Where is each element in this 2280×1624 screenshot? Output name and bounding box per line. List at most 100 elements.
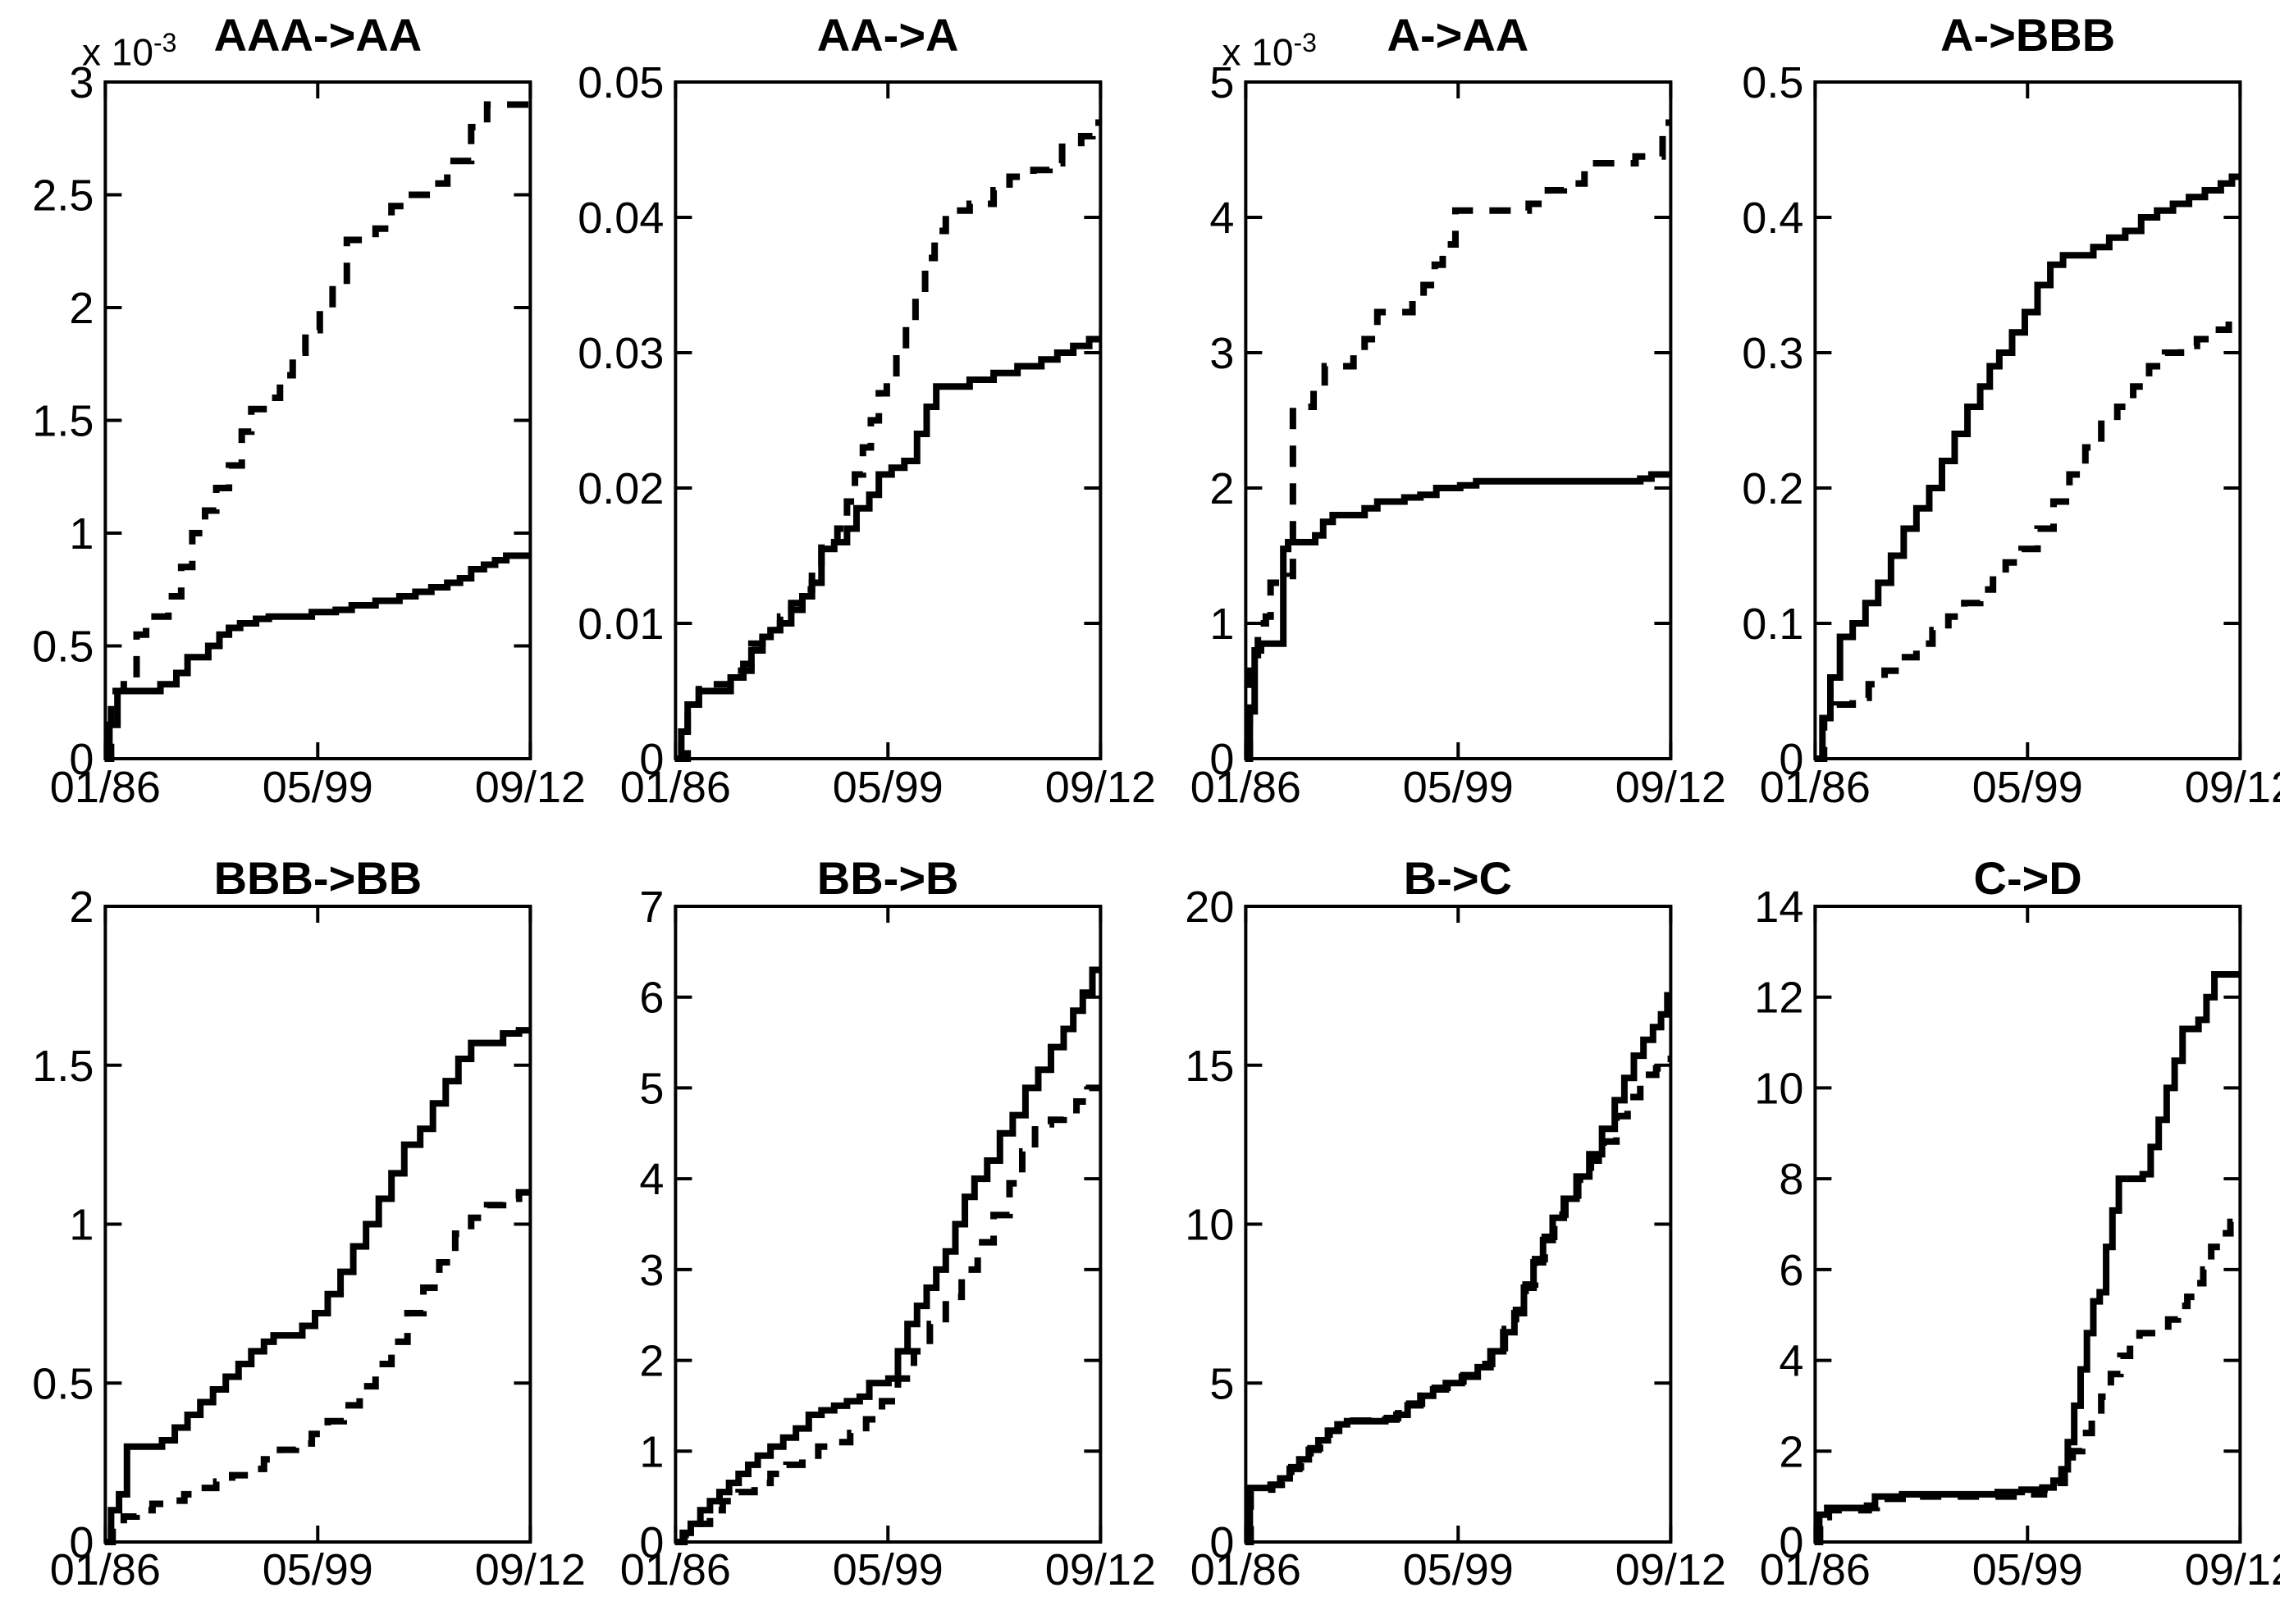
exponent-power: -3	[153, 28, 177, 57]
y-tick-label: 0.4	[1743, 194, 1804, 243]
series-solid-line	[674, 335, 1101, 762]
exponent-power: -3	[1293, 28, 1317, 57]
y-tick-label: 0.1	[1743, 600, 1804, 649]
y-tick-label: 20	[1185, 883, 1234, 932]
series-dashed-line	[104, 1188, 531, 1545]
y-tick-label: 1.5	[32, 1042, 94, 1091]
axes-box	[1813, 905, 2242, 1544]
y-tick-label: 0	[639, 735, 664, 784]
series-solid-line	[104, 552, 531, 762]
series-dashed-line	[104, 101, 531, 762]
x-tick-label: 09/12	[2185, 1545, 2280, 1594]
x-tick-label: 09/12	[475, 763, 586, 812]
subplot-b-c: B->C 0 5 10 15 20 01/86 05/99 09/12	[1140, 812, 1726, 1624]
plot-canvas: 0 0.1 0.2 0.3 0.4 0.5 01/86 05/99 09/12	[1743, 58, 2280, 812]
plot-title: A->BBB	[1940, 9, 2116, 61]
y-tick-label: 2	[1780, 1427, 1804, 1476]
y-tick-label: 4	[639, 1155, 664, 1204]
x-tick-label: 01/86	[620, 763, 731, 812]
axes-box	[1243, 80, 1672, 760]
y-tick-label: 1.5	[32, 397, 94, 446]
subplot-aaa-aa: x 10-3 AAA->AA 0 0.5 1 1.5 2 2.5 3 01/86 05/99 09…	[0, 0, 586, 812]
x-tick-label: 09/12	[1615, 763, 1725, 812]
x-tick-label: 01/86	[1760, 1545, 1871, 1594]
y-tick-label: 0	[639, 1518, 664, 1567]
subplot-c-d: C->D 0 2 4 6 8 10 12 14 01/86 05/99 09/12	[1710, 812, 2280, 1624]
y-tick-label: 1	[69, 1201, 94, 1250]
plot-canvas: 0 1 2 3 4 5 01/86 05/99 09/12	[1190, 58, 1725, 812]
y-tick-label: 12	[1755, 974, 1804, 1023]
y-axis-exponent-label: x 10-3	[1222, 28, 1317, 74]
series-solid-line	[1814, 173, 2241, 762]
series-dashed-line	[674, 1084, 1101, 1545]
subplot-bbb-bb: BBB->BB 0 0.5 1 1.5 2 01/86 05/99 09/12	[0, 812, 586, 1624]
y-tick-label: 2.5	[32, 171, 94, 221]
y-tick-label: 10	[1755, 1064, 1804, 1113]
y-tick-label: 7	[639, 883, 664, 932]
plot-title: C->D	[1973, 852, 2082, 904]
x-tick-label: 05/99	[263, 763, 373, 812]
plot-canvas: 0 5 10 15 20 01/86 05/99 09/12	[1185, 883, 1726, 1594]
series-dashed-line	[1814, 1218, 2241, 1545]
y-tick-label: 10	[1185, 1201, 1234, 1250]
x-tick-label: 05/99	[1972, 1545, 2083, 1594]
x-tick-label: 05/99	[1402, 763, 1513, 812]
y-tick-label: 0.2	[1743, 464, 1804, 513]
y-tick-label: 6	[639, 974, 664, 1023]
y-tick-label: 0	[1209, 1518, 1234, 1567]
x-tick-label: 05/99	[1972, 763, 2083, 812]
plot-canvas: 0 0.01 0.02 0.03 0.04 0.05 01/86 05/99 09/12	[578, 58, 1156, 812]
series-solid-line	[1245, 471, 1670, 762]
series-solid-line	[1814, 971, 2241, 1545]
y-tick-label: 0	[1209, 735, 1234, 784]
subplot-aa-a: AA->A 0 0.01 0.02 0.03 0.04 0.05 01/86 05/99 09/…	[570, 0, 1156, 812]
series-dashed-line	[1814, 315, 2241, 762]
x-tick-label: 05/99	[832, 763, 943, 812]
axes-box	[103, 905, 532, 1544]
series-solid-line	[674, 966, 1101, 1545]
x-tick-label: 09/12	[1045, 763, 1156, 812]
y-tick-label: 8	[1780, 1155, 1804, 1204]
y-tick-label: 0.02	[578, 464, 664, 513]
series-dashed-line	[674, 119, 1101, 762]
x-tick-label: 05/99	[832, 1545, 943, 1594]
y-tick-label: 0.03	[578, 329, 664, 378]
x-tick-label: 01/86	[50, 1545, 161, 1594]
y-tick-label: 1	[639, 1427, 664, 1476]
y-tick-label: 0.04	[578, 194, 664, 243]
subplot-a-aa: x 10-3 A->AA 0 1 2 3 4 5 01/86 05/99 09/12	[1140, 0, 1725, 812]
y-tick-label: 0.5	[1743, 58, 1804, 107]
y-tick-label: 0	[69, 735, 94, 784]
y-tick-label: 2	[69, 284, 94, 333]
plot-title: B->C	[1403, 852, 1512, 904]
y-tick-label: 0.05	[578, 58, 664, 107]
x-tick-label: 09/12	[475, 1545, 586, 1594]
exponent-base: x 10	[1222, 30, 1294, 74]
y-tick-label: 3	[639, 1246, 664, 1295]
series-dashed-line	[1245, 1056, 1670, 1545]
y-tick-label: 0	[1780, 735, 1804, 784]
plot-canvas: 0 0.5 1 1.5 2 01/86 05/99 09/12	[32, 883, 586, 1594]
plot-title: AAA->AA	[213, 9, 423, 61]
y-tick-label: 4	[1209, 194, 1234, 243]
y-tick-label: 0.5	[32, 623, 94, 672]
y-tick-label: 6	[1780, 1246, 1804, 1295]
y-tick-label: 5	[639, 1064, 664, 1113]
y-tick-label: 4	[1780, 1337, 1804, 1386]
y-tick-label: 1	[1209, 600, 1234, 649]
y-tick-label: 3	[1209, 329, 1234, 378]
x-tick-label: 01/86	[1760, 763, 1871, 812]
plot-canvas: 0 1 2 3 4 5 6 7 01/86 05/99 09/12	[620, 883, 1156, 1594]
y-tick-label: 0.5	[32, 1359, 94, 1408]
plot-canvas: 0 0.5 1 1.5 2 2.5 3 01/86 05/99 09/12	[32, 58, 586, 812]
x-tick-label: 09/12	[1045, 1545, 1156, 1594]
x-tick-label: 09/12	[2185, 763, 2280, 812]
series-dashed-line	[1245, 119, 1670, 762]
y-tick-label: 5	[1209, 58, 1234, 107]
axes-box	[103, 80, 532, 760]
axes-box	[1813, 80, 2242, 760]
y-tick-label: 0.3	[1743, 329, 1804, 378]
y-tick-label: 2	[1209, 464, 1234, 513]
y-tick-label: 0	[1780, 1518, 1804, 1567]
y-tick-label: 15	[1185, 1042, 1234, 1091]
